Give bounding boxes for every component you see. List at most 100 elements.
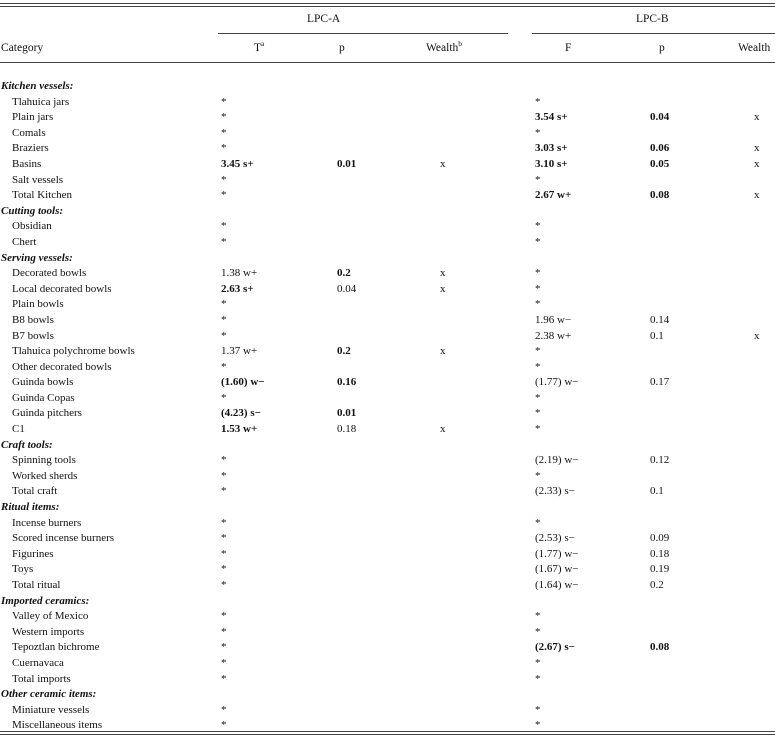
cell-f-stat: * [535, 672, 541, 685]
table-row: C1 1.53 w+ 0.18 x * [0, 422, 775, 438]
cell-t-stat: * [221, 485, 227, 498]
table-row: Other decorated bowls * * [0, 360, 775, 376]
cell-p-b: 0.14 [650, 313, 670, 326]
table-row: Total imports * * [0, 672, 775, 688]
cell-t-stat: * [221, 95, 227, 108]
cell-f-stat: * [535, 282, 541, 295]
cell-p-a: 0.2 [337, 345, 351, 358]
cell-p-a: 0.16 [337, 376, 357, 389]
cell-p-a: 0.04 [337, 282, 357, 295]
cell-t-stat: * [221, 360, 227, 373]
table-row: Guinda pitchers (4.23) s− 0.01 * [0, 406, 775, 422]
table-row: Total Kitchen * 2.67 w+ 0.08 x [0, 188, 775, 204]
cell-category: Cuernavaca [12, 656, 64, 669]
table-row: Cuernavaca * * [0, 656, 775, 672]
table-row: Tlahuica polychrome bowls 1.37 w+ 0.2 x * [0, 344, 775, 360]
cell-category: Tepoztlan bichrome [12, 641, 100, 654]
cell-category: Cutting tools: [1, 204, 64, 217]
section-row: Other ceramic items: [0, 687, 775, 703]
cell-category: Miscellaneous items [12, 719, 103, 732]
bottom-rule [0, 731, 775, 732]
table-row: Obsidian * * [0, 219, 775, 235]
cell-category: Other decorated bowls [12, 360, 112, 373]
cell-category: Guinda pitchers [12, 407, 82, 420]
cell-t-stat: * [221, 313, 227, 326]
section-row: Kitchen vessels: [0, 79, 775, 95]
cell-category: Imported ceramics: [1, 594, 90, 607]
cell-f-stat: * [535, 625, 541, 638]
cell-p-a: 0.18 [337, 423, 357, 436]
table-row: B8 bowls * 1.96 w− 0.14 [0, 313, 775, 329]
cell-wealth-a: x [440, 282, 446, 295]
table-row: Braziers * 3.03 s+ 0.06 x [0, 141, 775, 157]
table-row: Toys * (1.67) w− 0.19 [0, 562, 775, 578]
cell-category: Plain jars [12, 111, 54, 124]
cell-category: Total craft [12, 485, 58, 498]
cell-f-stat: * [535, 703, 541, 716]
cell-p-b: 0.06 [650, 142, 670, 155]
cell-p-b: 0.05 [650, 157, 670, 170]
cell-category: Toys [12, 563, 34, 576]
cell-t-stat: * [221, 610, 227, 623]
cell-t-stat: * [221, 235, 227, 248]
group-header-lpc-a: LPC-A [307, 13, 341, 25]
table-row: Figurines * (1.77) w− 0.18 [0, 547, 775, 563]
table-row: Tlahuica jars * * [0, 95, 775, 111]
cell-p-b: 0.08 [650, 189, 670, 202]
section-row: Cutting tools: [0, 204, 775, 220]
cell-f-stat: * [535, 235, 541, 248]
cell-f-stat: * [535, 516, 541, 529]
cell-t-stat: * [221, 126, 227, 139]
cell-f-stat: (2.33) s− [535, 485, 575, 498]
table-row: Scored incense burners * (2.53) s− 0.09 [0, 531, 775, 547]
header-t-footnote: a [261, 39, 265, 48]
header-t-label: T [254, 42, 262, 54]
cell-f-stat: * [535, 407, 541, 420]
cell-t-stat: * [221, 173, 227, 186]
cell-category: Obsidian [12, 220, 52, 233]
table-row: Plain bowls * * [0, 297, 775, 313]
cell-t-stat: * [221, 547, 227, 560]
cell-t-stat: 1.53 w+ [221, 423, 258, 436]
cell-wealth-b: x [754, 329, 760, 342]
cell-f-stat: (1.77) w− [535, 547, 579, 560]
header-wealth-a-label: Wealth [426, 42, 459, 54]
section-row: Ritual items: [0, 500, 775, 516]
cell-t-stat: * [221, 391, 227, 404]
cell-wealth-b: x [754, 111, 760, 124]
cell-t-stat: (4.23) s− [221, 407, 261, 420]
cell-category: Figurines [12, 547, 54, 560]
table-body: Kitchen vessels: Tlahuica jars * * Plain jar… [0, 79, 775, 734]
cell-t-stat: 1.37 w+ [221, 345, 258, 358]
cell-f-stat: * [535, 610, 541, 623]
table-row: Local decorated bowls 2.63 s+ 0.04 x * [0, 282, 775, 298]
table-row: Basins 3.45 s+ 0.01 x 3.10 s+ 0.05 x [0, 157, 775, 173]
cell-category: Other ceramic items: [1, 688, 97, 701]
table-row: Spinning tools * (2.19) w− 0.12 [0, 453, 775, 469]
group-rule-lpc-a [218, 33, 508, 34]
table-row: Total craft * (2.33) s− 0.1 [0, 484, 775, 500]
table-row: Miscellaneous items * * [0, 718, 775, 734]
cell-t-stat: * [221, 672, 227, 685]
cell-category: Comals [12, 126, 46, 139]
cell-category: Craft tools: [1, 438, 53, 451]
cell-category: Scored incense burners [12, 532, 115, 545]
header-p-b: p [659, 42, 665, 54]
header-wealth-b: Wealth [738, 42, 771, 54]
cell-t-stat: 2.63 s+ [221, 282, 254, 295]
cell-f-stat: 2.38 w+ [535, 329, 572, 342]
table-row: Tepoztlan bichrome * (2.67) s− 0.08 [0, 640, 775, 656]
cell-wealth-b: x [754, 189, 760, 202]
cell-category: B7 bowls [12, 329, 54, 342]
table-row: Total ritual * (1.64) w− 0.2 [0, 578, 775, 594]
cell-f-stat: (2.19) w− [535, 454, 579, 467]
table-row: Guinda Copas * * [0, 391, 775, 407]
cell-category: Chert [12, 235, 37, 248]
header-wealth-a-footnote: b [458, 39, 463, 48]
cell-t-stat: * [221, 111, 227, 124]
cell-category: Miniature vessels [12, 703, 90, 716]
cell-t-stat: * [221, 142, 227, 155]
cell-t-stat: * [221, 563, 227, 576]
header-rule [0, 62, 775, 63]
